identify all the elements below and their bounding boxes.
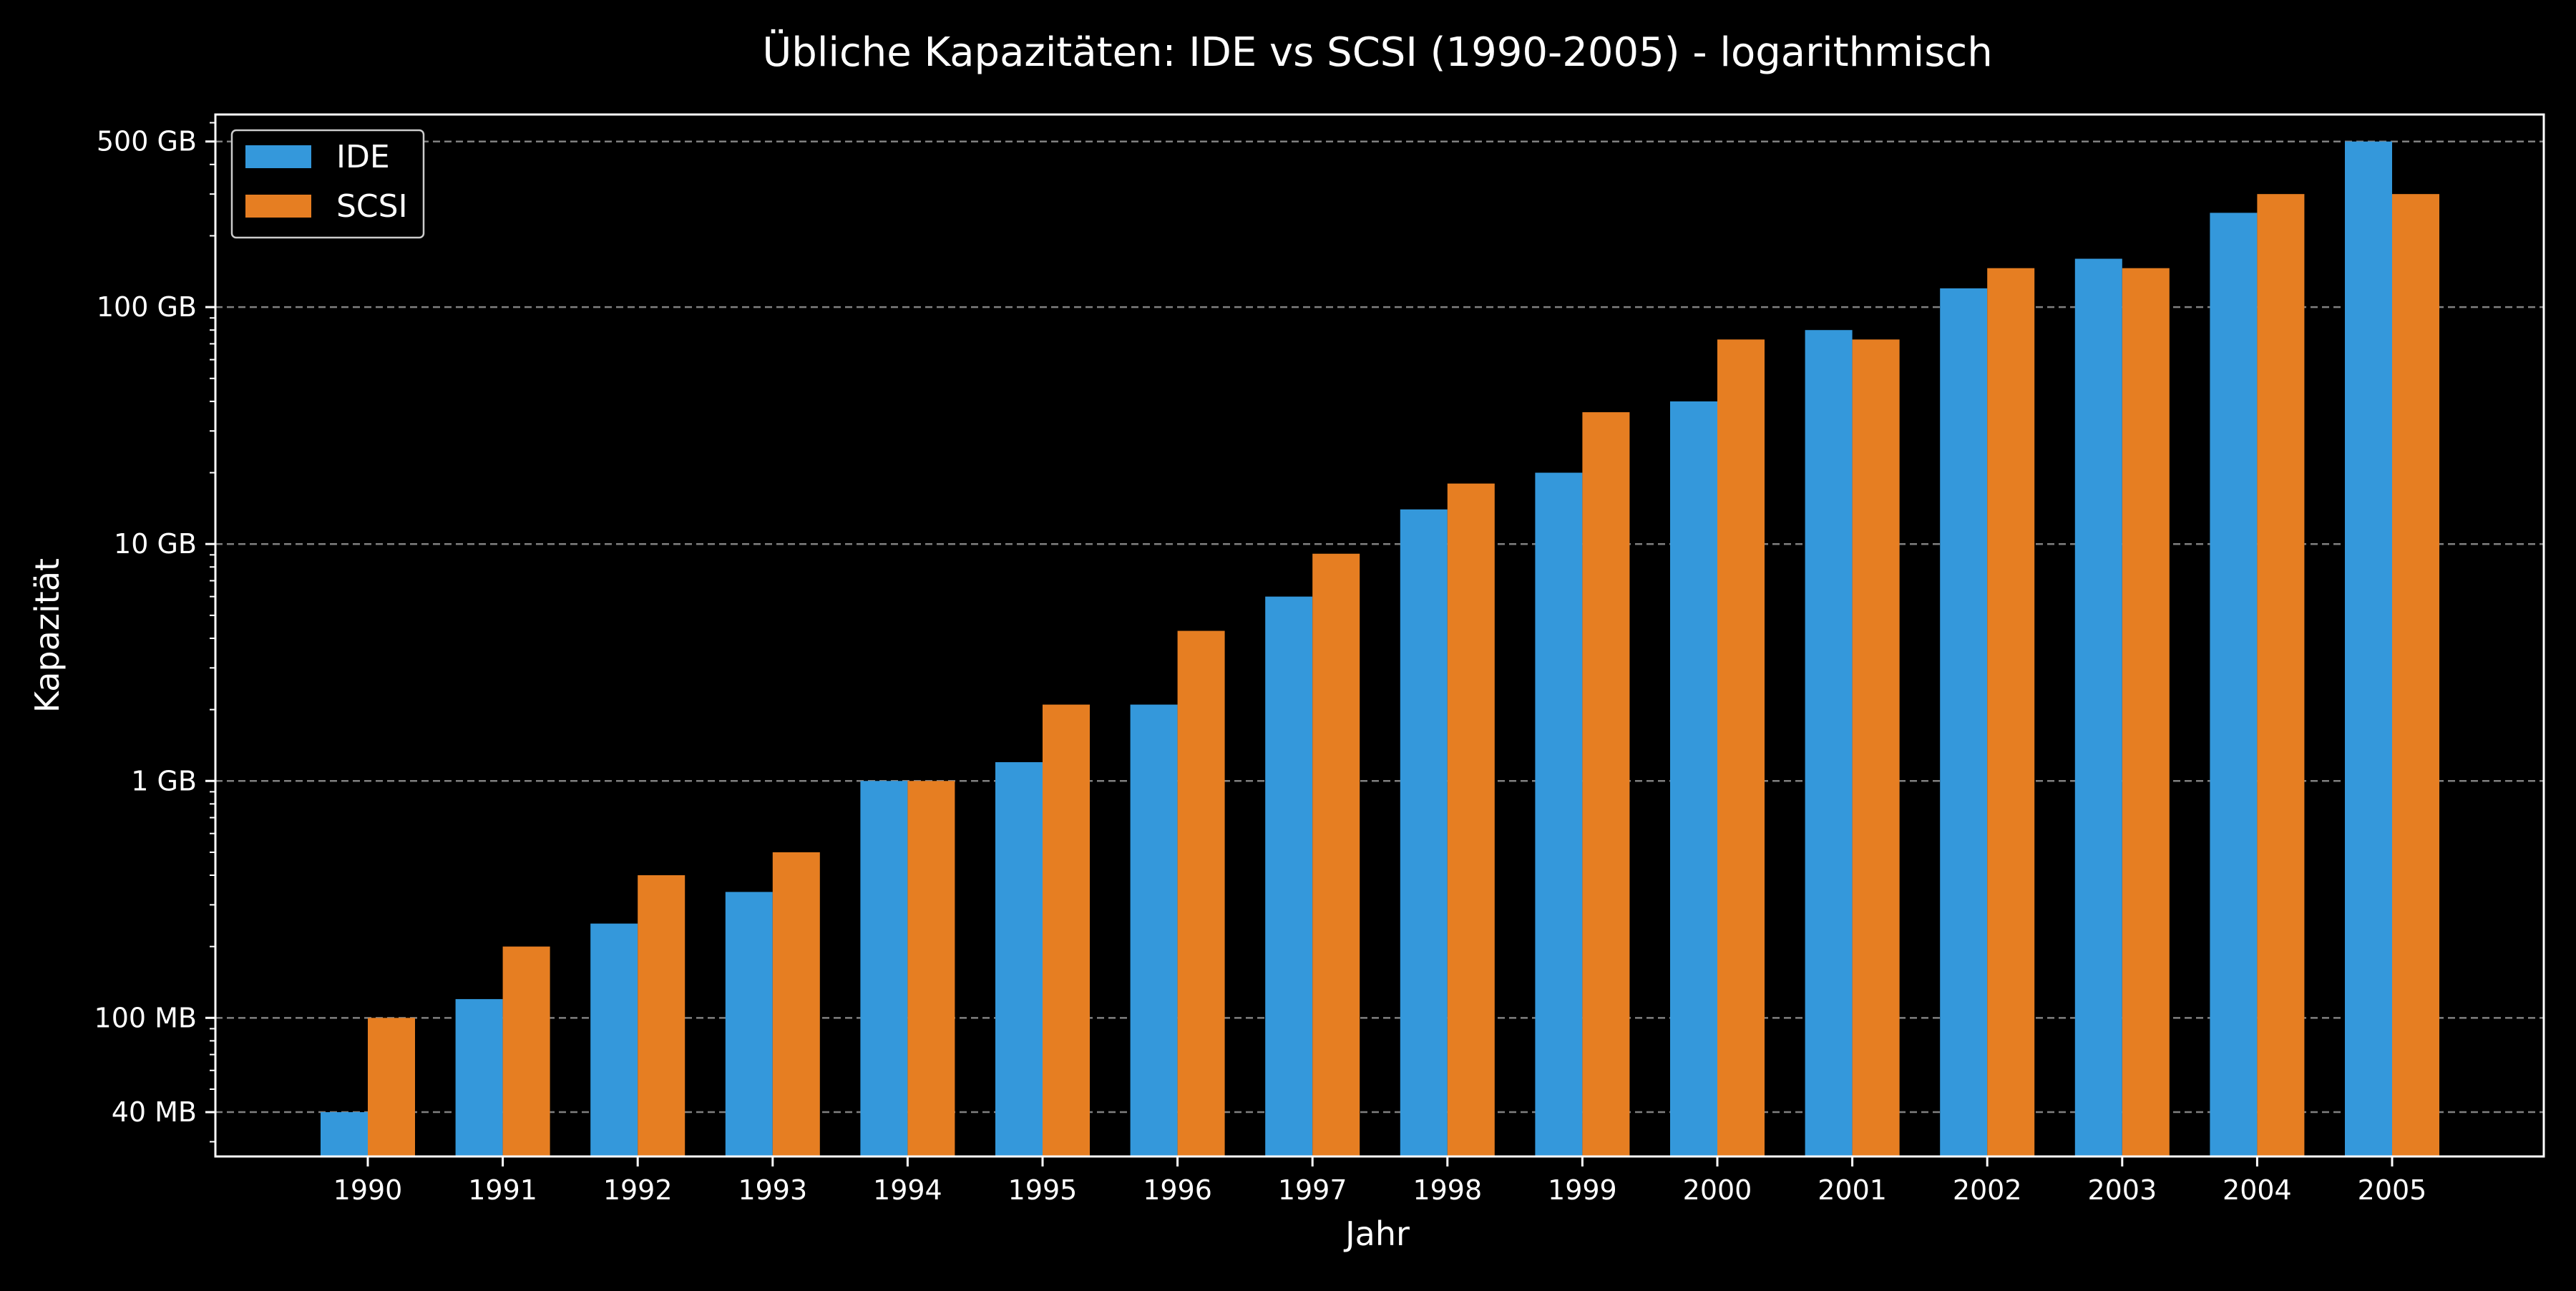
bar-scsi-2000 <box>1717 339 1765 1157</box>
legend: IDE SCSI <box>230 129 425 239</box>
bar-ide-1992 <box>590 923 638 1156</box>
x-tick-label: 1994 <box>873 1174 942 1206</box>
bar-ide-1990 <box>321 1112 368 1156</box>
bar-scsi-2004 <box>2257 194 2305 1156</box>
x-tick-label: 1999 <box>1548 1174 1617 1206</box>
bar-scsi-1998 <box>1447 483 1495 1156</box>
x-tick-label: 1990 <box>333 1174 403 1206</box>
y-axis-label: Kapazität <box>28 558 67 713</box>
y-tick-label: 40 MB <box>112 1096 197 1128</box>
x-tick-label: 2003 <box>2087 1174 2157 1206</box>
y-tick-label: 100 MB <box>94 1002 197 1033</box>
bar-ide-2002 <box>1940 288 1988 1156</box>
x-tick-label: 2001 <box>1818 1174 1887 1206</box>
x-tick-label: 2002 <box>1953 1174 2022 1206</box>
bar-ide-1997 <box>1265 596 1313 1156</box>
y-tick-label: 500 GB <box>97 126 197 157</box>
bar-scsi-1990 <box>368 1018 415 1156</box>
chart-title: Übliche Kapazitäten: IDE vs SCSI (1990-2… <box>762 29 1992 76</box>
legend-label-scsi: SCSI <box>336 188 408 225</box>
x-tick-label: 1995 <box>1008 1174 1078 1206</box>
x-tick-label: 1997 <box>1278 1174 1347 1206</box>
x-tick-label: 1993 <box>738 1174 807 1206</box>
legend-swatch-scsi <box>245 195 311 218</box>
bar-scsi-2005 <box>2392 194 2439 1156</box>
bar-scsi-1997 <box>1312 553 1360 1156</box>
bar-scsi-1999 <box>1582 412 1630 1156</box>
bar-ide-1995 <box>995 762 1043 1156</box>
x-tick-label: 1998 <box>1413 1174 1482 1206</box>
legend-swatch-ide <box>245 145 311 168</box>
bar-ide-2004 <box>2210 213 2258 1156</box>
grid-lines <box>215 140 2544 1114</box>
bar-ide-1996 <box>1130 704 1178 1156</box>
x-tick-label: 2000 <box>1683 1174 1752 1206</box>
x-tick-label: 1992 <box>603 1174 673 1206</box>
y-tick-label: 1 GB <box>131 765 197 796</box>
bars <box>321 141 2439 1157</box>
bar-ide-2000 <box>1670 401 1717 1156</box>
plot-frame <box>214 113 2545 1158</box>
bar-scsi-2002 <box>1987 268 2035 1156</box>
bar-scsi-2001 <box>1852 339 1900 1157</box>
bar-scsi-1992 <box>638 875 686 1156</box>
x-axis-label: Jahr <box>1343 1214 1410 1253</box>
legend-label-ide: IDE <box>336 139 390 175</box>
bar-ide-1993 <box>725 892 773 1156</box>
bar-ide-2001 <box>1805 330 1853 1156</box>
y-tick-label: 10 GB <box>114 528 197 560</box>
bar-ide-1994 <box>860 781 908 1156</box>
x-tick-label: 1996 <box>1143 1174 1212 1206</box>
y-tick-label: 100 GB <box>97 291 197 323</box>
bar-scsi-1994 <box>907 781 955 1156</box>
bar-scsi-1993 <box>772 852 820 1156</box>
bar-scsi-1996 <box>1177 630 1225 1156</box>
x-tick-label: 1991 <box>468 1174 537 1206</box>
bar-ide-2005 <box>2345 141 2392 1157</box>
bar-ide-1999 <box>1535 472 1583 1156</box>
x-axis: 1990 1991 1992 1993 1994 1995 1996 1997 1998 1999… <box>333 1156 2427 1206</box>
bar-ide-1998 <box>1400 509 1448 1156</box>
bar-ide-1991 <box>455 999 503 1156</box>
bar-scsi-1991 <box>502 946 550 1156</box>
bar-scsi-2003 <box>2122 268 2170 1156</box>
bar-scsi-1995 <box>1043 704 1090 1156</box>
x-tick-label: 2005 <box>2358 1174 2427 1206</box>
bar-ide-2003 <box>2074 258 2122 1157</box>
y-axis: 40 MB 100 MB 1 GB 10 GB 100 GB 500 GB <box>94 122 215 1143</box>
x-tick-label: 2004 <box>2223 1174 2292 1206</box>
